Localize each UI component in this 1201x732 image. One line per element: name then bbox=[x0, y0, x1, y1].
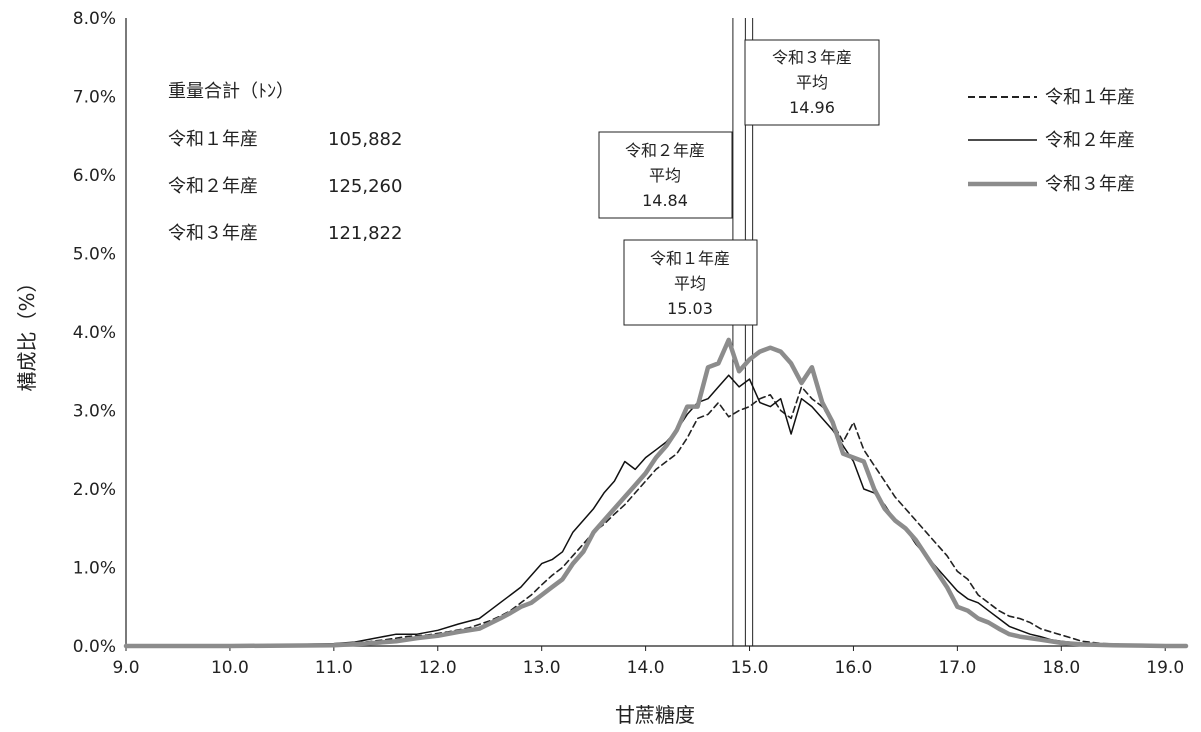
x-tick-label: 12.0 bbox=[419, 658, 457, 678]
weight-info-value-2: 125,260 bbox=[328, 176, 402, 197]
callout-r3-line2: 平均 bbox=[796, 73, 828, 92]
legend-label-r3: 令和３年産 bbox=[1045, 174, 1135, 195]
callout-r2-line2: 平均 bbox=[649, 166, 681, 185]
y-tick-label: 5.0% bbox=[73, 245, 116, 265]
callout-r1-box bbox=[623, 239, 758, 326]
callout-r3-box bbox=[744, 39, 880, 126]
callout-r1-line2: 平均 bbox=[674, 274, 706, 293]
y-tick-label: 8.0% bbox=[73, 9, 116, 29]
x-tick-label: 18.0 bbox=[1042, 658, 1080, 678]
y-tick-label: 3.0% bbox=[73, 402, 116, 422]
y-tick-label: 4.0% bbox=[73, 323, 116, 343]
x-tick-label: 9.0 bbox=[112, 658, 139, 678]
y-tick-label: 0.0% bbox=[73, 637, 116, 657]
x-tick-label: 11.0 bbox=[315, 658, 353, 678]
legend-label-r1: 令和１年産 bbox=[1045, 87, 1135, 108]
x-tick-label: 14.0 bbox=[627, 658, 665, 678]
callout-r2-box bbox=[598, 131, 733, 219]
callout-r2-line1: 令和２年産 bbox=[625, 141, 705, 160]
weight-info-header: 重量合計（ﾄﾝ） bbox=[168, 81, 294, 102]
x-tick-label: 19.0 bbox=[1146, 658, 1184, 678]
series-line-2 bbox=[125, 374, 1187, 647]
callout-r2-mean: 令和２年産 平均 14.84 bbox=[598, 131, 733, 219]
x-axis-title: 甘蔗糖度 bbox=[615, 703, 695, 727]
weight-info: 重量合計（ﾄﾝ） 令和１年産 105,882 令和２年産 125,260 令和３… bbox=[168, 81, 402, 244]
x-tick-label: 17.0 bbox=[938, 658, 976, 678]
weight-info-label-3: 令和３年産 bbox=[168, 223, 258, 244]
callout-r2-line3: 14.84 bbox=[642, 191, 688, 210]
legend-label-r2: 令和２年産 bbox=[1045, 130, 1135, 151]
x-tick-label: 16.0 bbox=[835, 658, 873, 678]
x-tick-label: 13.0 bbox=[523, 658, 561, 678]
y-tick-label: 1.0% bbox=[73, 559, 116, 579]
y-axis-title: 構成比（%） bbox=[15, 272, 39, 391]
x-tick-labels: 9.0 10.0 11.0 12.0 13.0 14.0 15.0 16.0 17.0 18.0 1… bbox=[112, 646, 1184, 678]
callout-r3-line3: 14.96 bbox=[789, 98, 835, 117]
callout-r1-mean: 令和１年産 平均 15.03 bbox=[623, 239, 758, 326]
y-tick-labels: 0.0% 1.0% 2.0% 3.0% 4.0% 5.0% 6.0% 7.0% 8.0% bbox=[73, 9, 116, 657]
series-line-1 bbox=[125, 386, 1187, 647]
weight-info-value-3: 121,822 bbox=[328, 223, 402, 244]
y-tick-label: 2.0% bbox=[73, 480, 116, 500]
y-tick-label: 6.0% bbox=[73, 166, 116, 186]
weight-info-label-1: 令和１年産 bbox=[168, 129, 258, 150]
weight-info-value-1: 105,882 bbox=[328, 129, 402, 150]
x-tick-label: 10.0 bbox=[211, 658, 249, 678]
legend: 令和１年産 令和２年産 令和３年産 bbox=[968, 87, 1135, 195]
callout-r3-line1: 令和３年産 bbox=[772, 48, 852, 67]
y-tick-label: 7.0% bbox=[73, 88, 116, 108]
callout-r1-line3: 15.03 bbox=[667, 299, 713, 318]
callout-r3-mean: 令和３年産 平均 14.96 bbox=[744, 39, 880, 126]
series-line-3 bbox=[123, 337, 1189, 649]
x-tick-label: 15.0 bbox=[731, 658, 769, 678]
callout-r1-line1: 令和１年産 bbox=[650, 249, 730, 268]
weight-info-label-2: 令和２年産 bbox=[168, 176, 258, 197]
series-lines bbox=[123, 337, 1189, 649]
